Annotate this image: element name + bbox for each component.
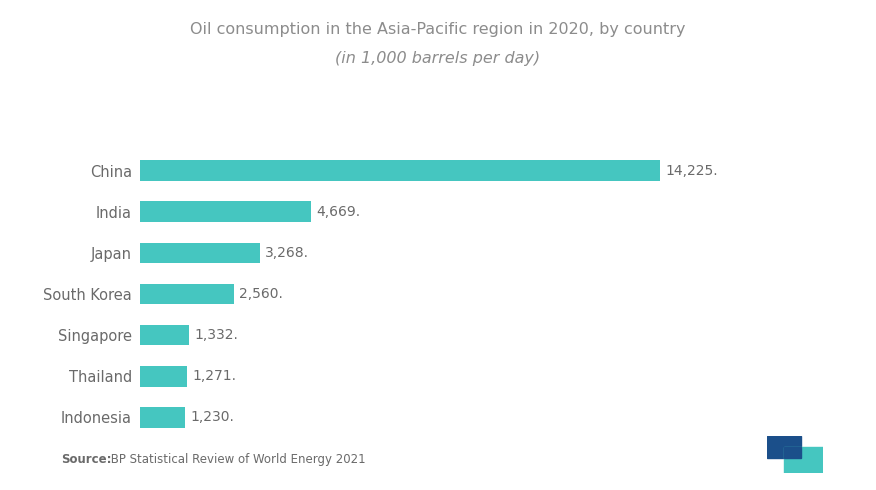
- Bar: [140, 407, 185, 428]
- Bar: [140, 201, 311, 222]
- Bar: [140, 325, 189, 345]
- Bar: [140, 284, 234, 304]
- Bar: [140, 160, 660, 181]
- Text: 2,560.: 2,560.: [239, 287, 283, 301]
- Text: BP Statistical Review of World Energy 2021: BP Statistical Review of World Energy 20…: [107, 452, 365, 466]
- Bar: [140, 366, 187, 387]
- Text: 1,271.: 1,271.: [192, 369, 237, 383]
- Polygon shape: [766, 436, 801, 458]
- Text: 3,268.: 3,268.: [265, 246, 309, 260]
- Text: 1,230.: 1,230.: [191, 410, 235, 424]
- Text: 4,669.: 4,669.: [316, 205, 360, 219]
- Text: 14,225.: 14,225.: [666, 164, 718, 178]
- Bar: [140, 243, 259, 263]
- Polygon shape: [783, 447, 823, 473]
- Text: (in 1,000 barrels per day): (in 1,000 barrels per day): [336, 51, 540, 67]
- Polygon shape: [783, 447, 801, 458]
- Text: Oil consumption in the Asia-Pacific region in 2020, by country: Oil consumption in the Asia-Pacific regi…: [190, 22, 686, 37]
- Text: 1,332.: 1,332.: [194, 328, 238, 342]
- Text: Source:: Source:: [61, 452, 112, 466]
